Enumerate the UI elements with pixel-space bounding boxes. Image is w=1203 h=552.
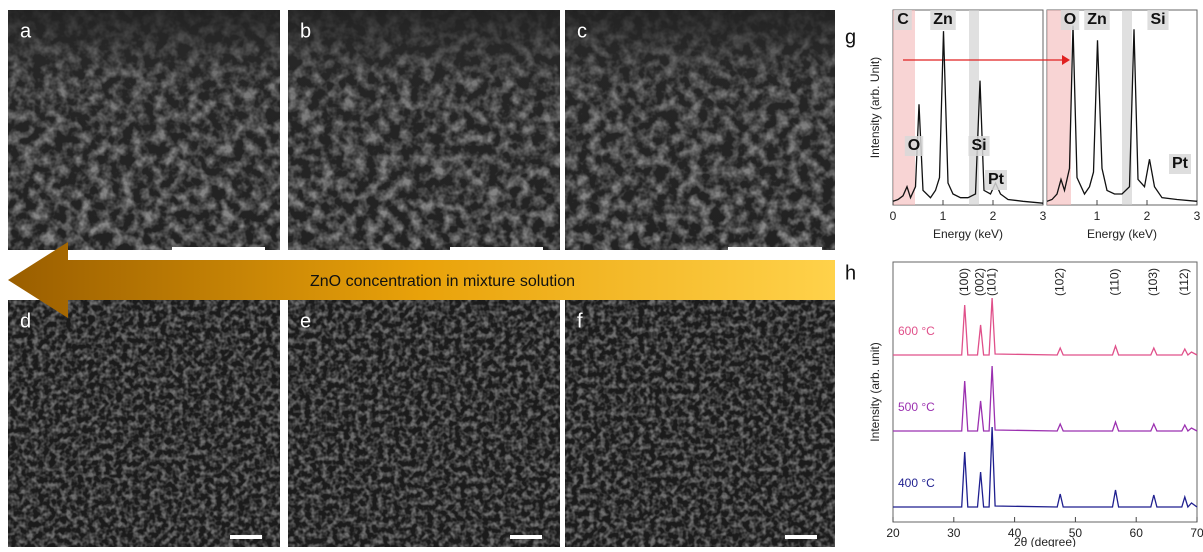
reflection-label: (110) — [1108, 268, 1122, 295]
sem-shade — [565, 10, 835, 250]
panel-letter: f — [577, 310, 583, 332]
x-tick-label: 3 — [1040, 209, 1047, 223]
peak-label: Si — [971, 137, 986, 154]
eds-decor — [893, 10, 1197, 205]
scale-bar — [450, 247, 543, 251]
sem-panel: d — [8, 300, 280, 547]
peak-label: Si — [1150, 11, 1165, 28]
x-tick-label: 20 — [886, 526, 900, 540]
reflection-label: (103) — [1146, 268, 1160, 296]
x-axis-title: 2θ (degree) — [1014, 535, 1076, 547]
panel-letter: d — [20, 310, 31, 332]
x-tick-label: 2 — [990, 209, 997, 223]
panel-letter: e — [300, 310, 311, 332]
peak-label: O — [908, 137, 920, 154]
scale-bar — [510, 535, 542, 539]
peak-label: C — [897, 11, 909, 28]
peak-label: Zn — [1087, 11, 1107, 28]
series-label: 600 °C — [898, 324, 935, 338]
x-tick-label: 2 — [1144, 209, 1151, 223]
sem-shade — [288, 10, 560, 250]
x-tick-label: 0 — [890, 209, 897, 223]
peak-label: Pt — [1172, 155, 1189, 172]
x-tick-label: 1 — [940, 209, 947, 223]
scale-bar — [728, 247, 822, 251]
sem-texture — [565, 300, 835, 547]
peak-label: Zn — [933, 11, 953, 28]
scale-bar — [172, 247, 265, 251]
sem-panel: b — [288, 10, 560, 251]
panel-letter: c — [577, 20, 587, 42]
sem-panel: f — [565, 300, 835, 547]
x-axis-title: Energy (keV) — [933, 227, 1003, 241]
sem-shade — [8, 10, 280, 250]
reflection-label: (112) — [1177, 268, 1191, 295]
panel-letter: b — [300, 20, 311, 42]
reflection-label: (100) — [957, 268, 971, 296]
y-axis-title: Intensity (arb. unit) — [868, 342, 882, 441]
series-label: 400 °C — [898, 476, 935, 490]
sem-panel: a — [8, 10, 280, 251]
x-tick-label: 1 — [1094, 209, 1101, 223]
arrow-label: ZnO concentration in mixture solution — [310, 273, 575, 290]
x-tick-label: 70 — [1190, 526, 1203, 540]
y-axis-title: Intensity (arb. Unit) — [868, 57, 882, 158]
sem-panel: e — [288, 300, 560, 547]
peak-label: O — [1064, 11, 1076, 28]
reflection-label: (102) — [1052, 268, 1066, 296]
x-tick-label: 60 — [1130, 526, 1144, 540]
x-axis-title: Energy (keV) — [1087, 227, 1157, 241]
x-tick-label: 3 — [1194, 209, 1201, 223]
figure: a b c d e f ZnO concentration in mixture solu… — [0, 0, 1203, 547]
xrd-frame — [893, 262, 1197, 522]
peak-label: Pt — [988, 171, 1005, 188]
sem-texture — [288, 300, 560, 547]
sem-panel: c — [565, 10, 835, 251]
x-tick-label: 30 — [947, 526, 961, 540]
reflection-label: (101) — [984, 268, 998, 296]
scale-bar — [230, 535, 262, 539]
spectrum-line — [893, 298, 1197, 355]
spectrum-line — [893, 427, 1197, 507]
panel-letter: a — [20, 20, 32, 42]
scale-bar — [785, 535, 817, 539]
sem-texture — [8, 300, 280, 547]
series-label: 500 °C — [898, 400, 935, 414]
figure-letter: h — [845, 262, 856, 284]
figure-letter: g — [845, 26, 856, 48]
spectrum-line — [893, 366, 1197, 431]
